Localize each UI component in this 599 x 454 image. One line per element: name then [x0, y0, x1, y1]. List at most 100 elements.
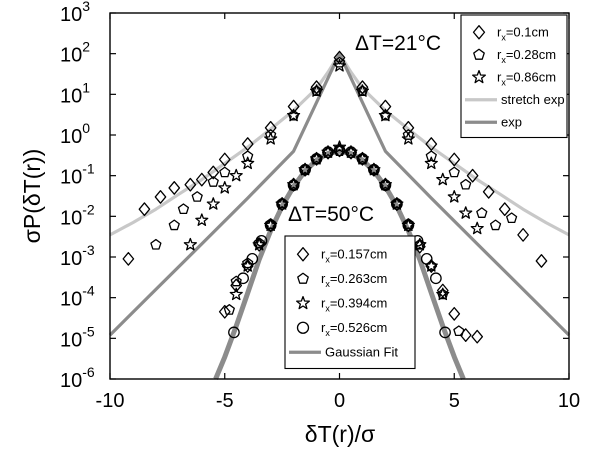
y-tick-label: 100 — [60, 120, 90, 148]
data-point — [246, 253, 259, 265]
data-point — [448, 152, 461, 167]
data-point — [355, 84, 370, 97]
legend-marker — [472, 70, 486, 84]
annotation-lower: ΔT=50°C — [288, 203, 374, 226]
data-point — [447, 190, 461, 203]
legend-label: stretch exp — [501, 92, 565, 107]
data-point — [287, 179, 300, 192]
data-point — [265, 129, 277, 140]
data-point — [402, 129, 414, 140]
data-point — [379, 99, 392, 114]
data-point — [436, 172, 450, 186]
data-point — [276, 198, 288, 210]
legend-label: rx=0.526cm — [321, 320, 387, 338]
x-axis-label: δT(r)/σ — [305, 421, 375, 447]
data-point — [466, 168, 479, 183]
data-point — [332, 59, 347, 72]
legend-marker — [297, 272, 309, 284]
x-tick-label: -5 — [216, 390, 234, 412]
data-point — [425, 150, 437, 162]
y-tick-label: 10-4 — [60, 283, 95, 311]
data-point — [459, 206, 473, 219]
legend-box — [460, 14, 568, 139]
exp-line — [108, 52, 571, 337]
data-point — [517, 227, 529, 242]
data-point — [177, 203, 190, 215]
data-point — [430, 272, 442, 285]
data-point — [378, 108, 392, 122]
data-point — [368, 163, 380, 176]
data-point — [436, 287, 450, 301]
y-tick-label: 102 — [60, 39, 90, 67]
legend-lower: rx=0.157cm rx=0.263cm rx=0.394cm rx=0.526cm… — [284, 235, 416, 370]
data-point — [332, 140, 347, 153]
y-tick-label: 10-6 — [60, 364, 95, 392]
data-point — [489, 219, 502, 231]
data-point — [237, 272, 249, 285]
data-point — [229, 168, 243, 182]
data-point — [218, 152, 231, 167]
legend-box — [284, 235, 416, 370]
data-point — [230, 275, 242, 287]
y-tick-label: 101 — [60, 79, 90, 107]
data-point — [333, 50, 346, 65]
legend-label: Gaussian Fit — [325, 344, 398, 359]
data-point — [356, 152, 369, 165]
legend-label: exp — [501, 114, 522, 129]
data-point — [448, 306, 461, 321]
data-point — [241, 137, 254, 151]
legend-marker — [296, 296, 310, 310]
legend-label: rx=0.157cm — [321, 246, 387, 264]
legend-label: rx=0.28cm — [497, 47, 556, 65]
data-point — [333, 56, 346, 68]
y-tick-label: 10-2 — [60, 201, 95, 229]
data-markers — [122, 50, 548, 344]
data-point — [264, 132, 278, 145]
data-point — [207, 176, 219, 187]
y-tick-label: 10-1 — [60, 161, 95, 189]
data-point — [255, 234, 268, 247]
data-point — [299, 163, 311, 176]
x-tick-label: 0 — [334, 390, 345, 412]
legend-marker — [473, 48, 485, 60]
gaussian-fit-line — [213, 148, 466, 380]
data-point — [535, 254, 548, 268]
data-point — [168, 181, 181, 195]
data-point — [287, 108, 301, 122]
data-point — [264, 219, 277, 232]
data-point — [183, 237, 197, 251]
data-point — [333, 144, 346, 157]
legend-marker — [296, 247, 310, 262]
data-point — [420, 253, 433, 265]
data-point — [223, 304, 235, 315]
x-tick-label: 10 — [558, 390, 580, 412]
data-point — [470, 221, 484, 235]
y-axis-label: σP(δT(r)) — [19, 149, 45, 244]
data-point — [207, 165, 220, 180]
data-point — [252, 237, 266, 251]
data-point — [424, 156, 438, 170]
data-point — [168, 219, 180, 231]
data-point — [401, 132, 415, 145]
data-point — [218, 181, 232, 194]
legend-marker — [296, 321, 310, 334]
data-point — [498, 202, 511, 217]
data-point — [448, 166, 460, 178]
data-point — [229, 287, 243, 301]
x-tick-label: 5 — [449, 390, 460, 412]
data-point — [476, 207, 488, 218]
data-point — [425, 137, 438, 151]
fit-lines — [108, 52, 571, 380]
data-point — [391, 198, 403, 210]
legend-label: rx=0.394cm — [321, 295, 387, 313]
data-point — [460, 178, 472, 190]
data-point — [219, 166, 231, 178]
y-tick-label: 10-3 — [60, 242, 95, 270]
data-point — [122, 251, 135, 266]
data-point — [150, 238, 162, 250]
data-point — [379, 179, 392, 192]
legend-marker — [472, 25, 486, 40]
data-point — [228, 326, 240, 339]
data-point — [402, 219, 415, 232]
